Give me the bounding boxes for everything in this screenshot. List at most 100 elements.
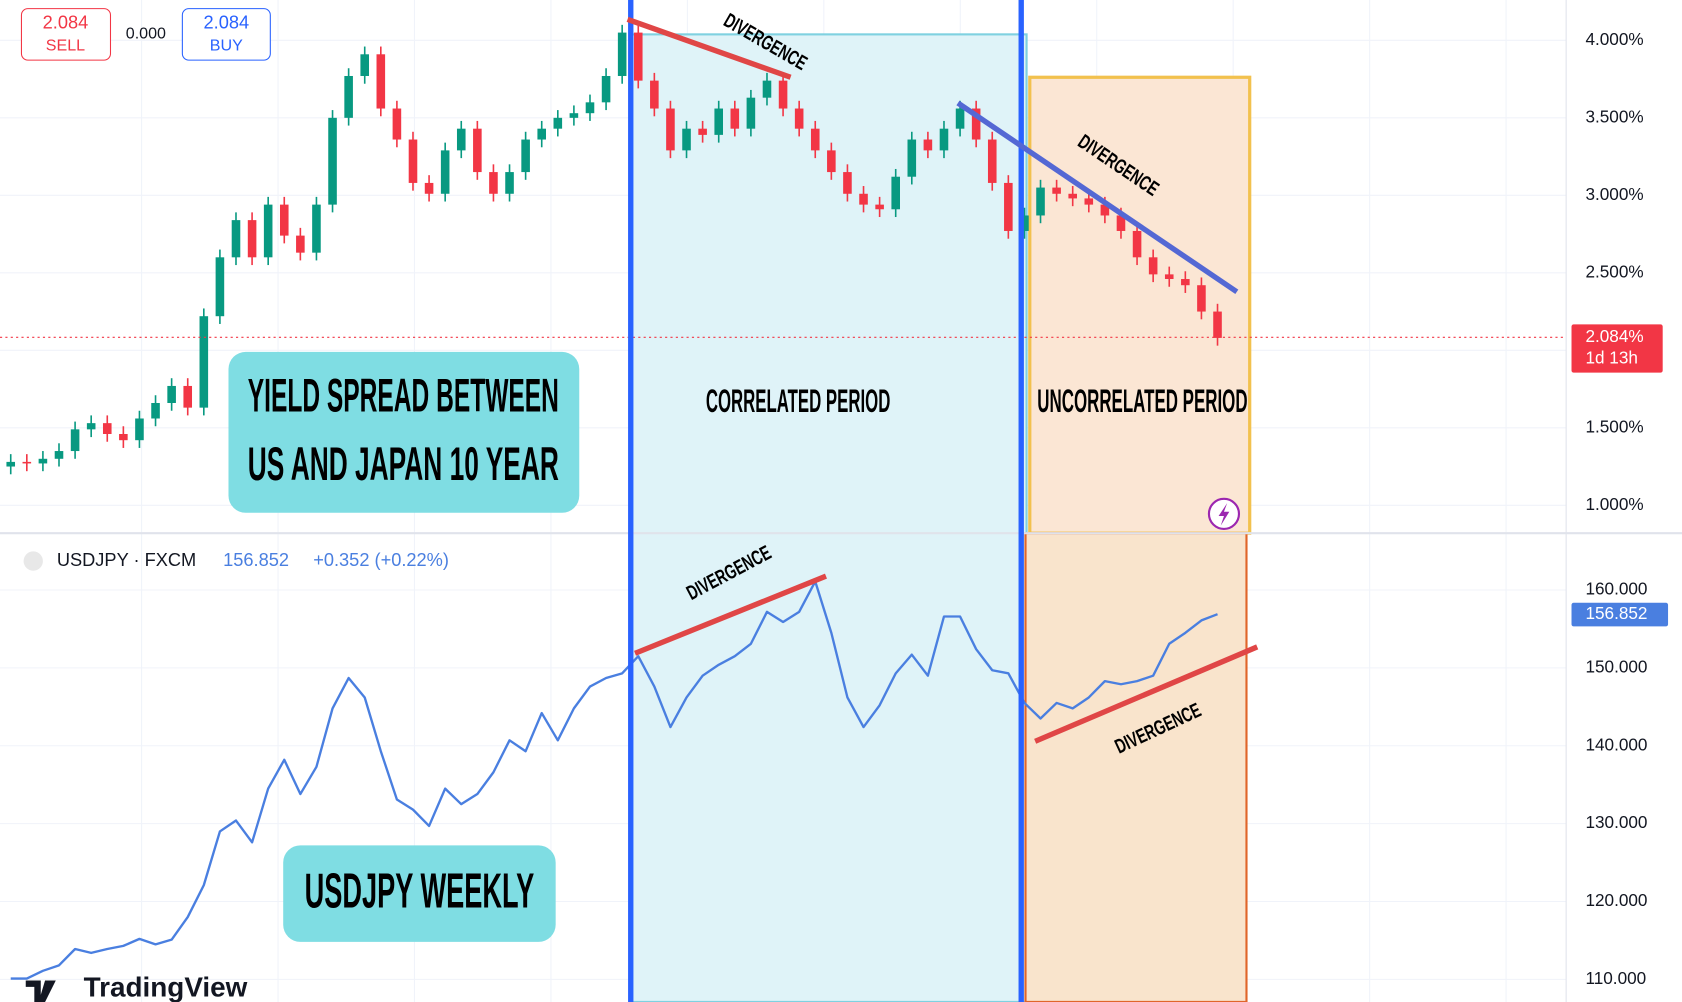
candle-body bbox=[1213, 311, 1222, 338]
candle-body bbox=[1084, 198, 1094, 205]
uncorrelated-zone-bottom bbox=[1024, 532, 1248, 1002]
buy-label[interactable]: BUY bbox=[210, 36, 243, 54]
candle-body bbox=[440, 150, 450, 194]
title-box bbox=[283, 845, 556, 942]
candle-body bbox=[247, 220, 257, 258]
candle-body bbox=[473, 128, 482, 173]
candle-body bbox=[167, 385, 176, 403]
candle-body bbox=[521, 139, 530, 173]
candle-body bbox=[794, 108, 804, 129]
annotation: US AND JAPAN 10 YEAR bbox=[248, 438, 559, 491]
candle-body bbox=[1181, 279, 1190, 286]
sell-label[interactable]: SELL bbox=[46, 36, 85, 54]
candle-body bbox=[730, 108, 740, 129]
candle-body bbox=[682, 128, 691, 151]
y-tick-label: 3.500% bbox=[1585, 106, 1643, 126]
candle-body bbox=[489, 172, 498, 194]
candle-body bbox=[939, 128, 949, 151]
candle-body bbox=[891, 176, 900, 210]
y-tick-label: 150.000 bbox=[1585, 656, 1647, 676]
candle-body bbox=[312, 204, 321, 253]
candle-body bbox=[231, 220, 241, 258]
title-box bbox=[228, 351, 580, 513]
trend-line bbox=[956, 100, 1239, 295]
candle-body bbox=[778, 80, 788, 109]
countdown: 1d 13h bbox=[1585, 347, 1637, 367]
candle-body bbox=[360, 54, 370, 76]
candle-body bbox=[1197, 285, 1206, 312]
candle-body bbox=[119, 433, 128, 441]
y-tick-label: 1.000% bbox=[1585, 494, 1643, 514]
candle-body bbox=[843, 172, 852, 194]
y-tick-label: 2.500% bbox=[1585, 261, 1643, 281]
candle-body bbox=[456, 128, 466, 151]
buy-price[interactable]: 2.084 bbox=[204, 11, 250, 32]
candle-body bbox=[698, 128, 707, 135]
candle-body bbox=[585, 102, 595, 114]
candle-body bbox=[22, 461, 32, 464]
correlated-zone bbox=[629, 33, 1028, 1002]
trend-line bbox=[626, 16, 792, 80]
candle-body bbox=[601, 75, 611, 103]
candle-body bbox=[987, 139, 997, 183]
logo-text: TradingView bbox=[84, 971, 248, 1002]
y-tick-label: 160.000 bbox=[1585, 579, 1647, 599]
candle-body bbox=[376, 54, 386, 109]
candle-body bbox=[955, 108, 965, 129]
candle-body bbox=[827, 150, 836, 173]
candle-body bbox=[102, 423, 112, 434]
candle-body bbox=[746, 97, 756, 129]
legend-price: 156.852 bbox=[223, 549, 289, 570]
y-tick-label: 130.000 bbox=[1585, 812, 1647, 832]
y-tick-label: 3.000% bbox=[1585, 184, 1643, 204]
y-tick-label: 1.500% bbox=[1585, 416, 1643, 436]
candle-body bbox=[553, 117, 563, 129]
candle-body bbox=[183, 385, 193, 408]
y-tick-label: 4.000% bbox=[1585, 29, 1643, 49]
candle-body bbox=[38, 458, 48, 464]
candle-body bbox=[344, 75, 353, 118]
logo-mark bbox=[25, 980, 56, 1002]
candle-body bbox=[1164, 274, 1174, 280]
candle-body bbox=[971, 108, 981, 140]
annotation: YIELD SPREAD BETWEEN bbox=[248, 370, 559, 423]
candle-body bbox=[859, 193, 868, 205]
candle-body bbox=[1132, 230, 1142, 258]
annotation: UNCORRELATED PERIOD bbox=[1037, 383, 1247, 419]
candle-body bbox=[54, 451, 64, 459]
candle-body bbox=[296, 235, 305, 253]
candle-body bbox=[86, 423, 96, 430]
candle-body bbox=[650, 80, 659, 109]
candle-body bbox=[424, 182, 434, 194]
sell-price[interactable]: 2.084 bbox=[43, 11, 89, 32]
alert-icon[interactable] bbox=[1218, 503, 1230, 526]
uncorrelated-zone-top bbox=[1028, 75, 1252, 535]
candle-body bbox=[328, 117, 337, 205]
sell-button[interactable] bbox=[20, 8, 112, 61]
candle-body bbox=[569, 113, 579, 118]
price-line bbox=[10, 580, 1218, 980]
marks bbox=[0, 24, 1567, 980]
candle-body bbox=[617, 32, 627, 76]
candle-body bbox=[1020, 215, 1029, 231]
buy-button[interactable] bbox=[181, 8, 271, 61]
candle-body bbox=[6, 461, 16, 467]
y-tick-label: 110.000 bbox=[1585, 968, 1646, 988]
candle-body bbox=[199, 316, 209, 408]
candle-body bbox=[1148, 257, 1158, 275]
trend-line bbox=[634, 573, 827, 656]
candle-body bbox=[537, 128, 547, 140]
candle-body bbox=[1052, 187, 1061, 194]
last-price-label: 156.852 bbox=[1585, 603, 1647, 623]
annotation: USDJPY WEEKLY bbox=[305, 864, 535, 919]
candle-body bbox=[215, 257, 225, 317]
candle-body bbox=[151, 402, 160, 419]
y-tick-label: 120.000 bbox=[1585, 890, 1647, 910]
candle-body bbox=[1036, 187, 1045, 216]
candle-body bbox=[1068, 193, 1077, 199]
trend-line bbox=[1034, 644, 1259, 744]
candle-body bbox=[810, 128, 820, 151]
candle-body bbox=[263, 204, 273, 258]
